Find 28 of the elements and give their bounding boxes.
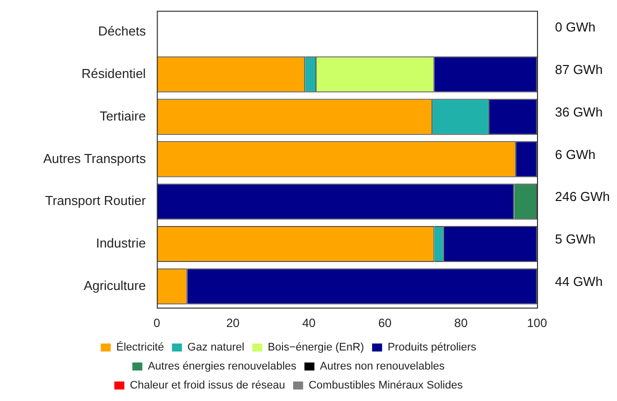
y-tick-label: Tertiaire	[100, 108, 146, 124]
y-tick-label: Agriculture	[84, 278, 146, 293]
text: 44 GWh	[555, 274, 603, 289]
text: 6 GWh	[555, 146, 596, 162]
legend-label: Autres non renouvelables	[320, 360, 446, 373]
legend-label: Chaleur et froid issus de réseau	[130, 380, 286, 392]
legend-label: Électricité	[116, 340, 164, 354]
y-tick-label: Résidentiel	[82, 66, 146, 81]
y-tick-label: Autres Transports	[43, 150, 146, 166]
x-tick-label: 0	[153, 316, 160, 330]
text: 0 GWh	[555, 20, 596, 35]
y-tick-label: Transport Routier	[45, 193, 146, 208]
x-tick-label: 80	[454, 316, 468, 330]
legend-label: Autres énergies renouvelables	[148, 360, 297, 373]
text: 246 GWh	[555, 189, 610, 204]
x-tick-label: 20	[226, 316, 240, 330]
legend-label: Combustibles Minéraux Solides	[308, 380, 464, 392]
legend-label: Gaz naturel	[187, 342, 244, 354]
x-tick-label: 40	[302, 316, 316, 330]
x-tick-label: 100	[526, 316, 548, 330]
legend-label: Bois−énergie (EnR)	[268, 342, 364, 354]
legend-label: Produits pétroliers	[388, 342, 477, 354]
y-tick-label: Industrie	[96, 236, 146, 251]
x-tick-label: 60	[378, 316, 392, 330]
text: 87 GWh	[555, 62, 603, 77]
text: 5 GWh	[555, 232, 596, 247]
text: 36 GWh	[555, 104, 603, 120]
y-tick-label: Déchets	[98, 24, 146, 39]
